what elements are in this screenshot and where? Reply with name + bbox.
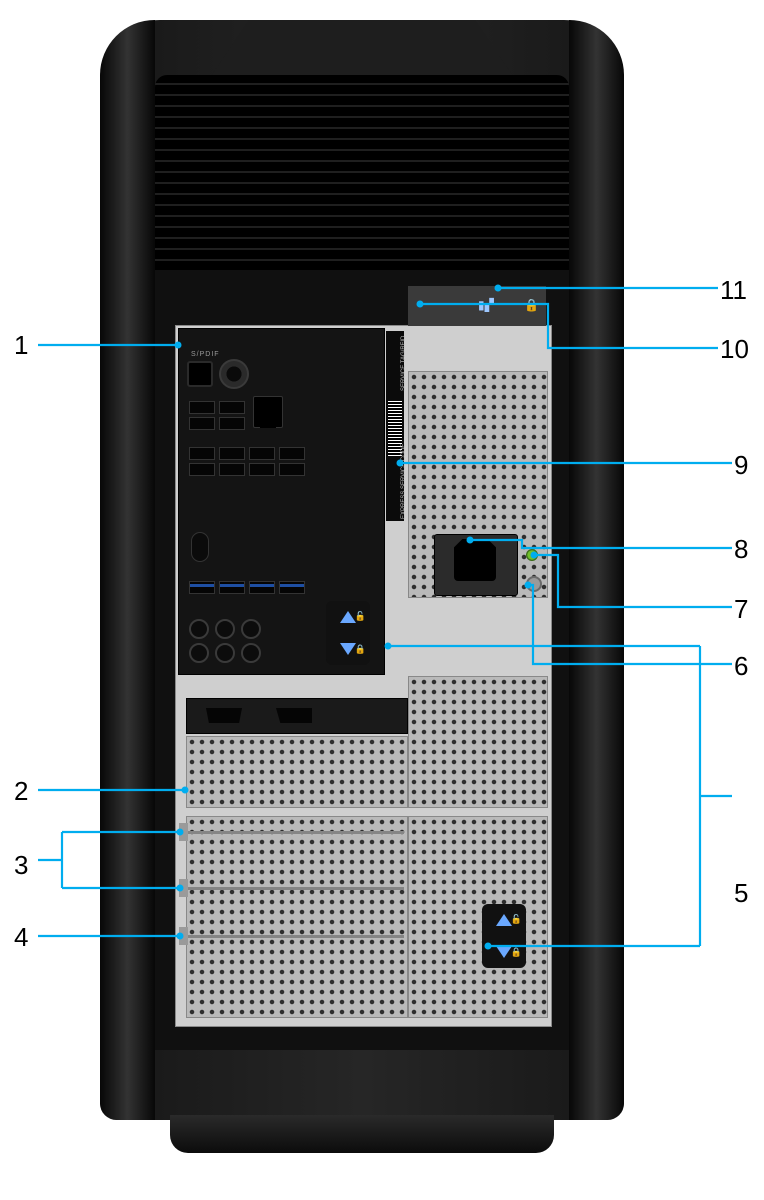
unlock-icon: 🔓	[355, 611, 366, 622]
service-tag-barcode	[388, 401, 402, 456]
psu-release-latch-upper: 🔓 🔒	[326, 601, 370, 665]
usb3-port	[189, 581, 215, 594]
spdif-label: S/PDIF	[191, 351, 220, 358]
optical-spdif-port	[187, 361, 213, 387]
usb2-port	[189, 447, 215, 460]
diagram-stage: ▮▞ 🔒 S/PDIF	[0, 0, 764, 1200]
panel-release-icon: ▮▞	[478, 298, 492, 312]
pci-area-vent	[186, 736, 408, 808]
usb3-port	[249, 581, 275, 594]
audio-jack	[215, 619, 235, 639]
callout-number-3: 3	[14, 850, 28, 881]
usb2-port	[219, 463, 245, 476]
usb2-port	[219, 417, 245, 430]
rear-vent	[408, 676, 548, 808]
callout-number-8: 8	[734, 534, 748, 565]
usb2-port	[219, 447, 245, 460]
usb2-port	[249, 463, 275, 476]
ethernet-port	[253, 396, 283, 428]
usb2-port	[219, 401, 245, 414]
callout-number-7: 7	[734, 594, 748, 625]
callout-number-5: 5	[734, 878, 748, 909]
usb2-port	[189, 417, 215, 430]
usb-c-port	[191, 532, 209, 562]
hdmi-port	[206, 708, 242, 723]
usb2-port	[189, 401, 215, 414]
usb2-port	[279, 463, 305, 476]
callout-number-2: 2	[14, 776, 28, 807]
service-tag-strip: SERVICE TAG/RFID EXPRESS SERVICE CODE	[386, 331, 404, 521]
lock-icon: 🔒	[511, 947, 522, 958]
callout-number-10: 10	[720, 334, 749, 365]
psu-release-latch-lower: 🔓 🔒	[482, 904, 526, 968]
callout-number-4: 4	[14, 922, 28, 953]
callout-number-1: 1	[14, 330, 28, 361]
coax-spdif-port	[219, 359, 249, 389]
side-panel-release-housing: ▮▞ 🔒	[408, 286, 546, 326]
audio-jack	[189, 619, 209, 639]
displayport	[276, 708, 312, 723]
chassis-side-right	[569, 20, 624, 1120]
audio-jack	[241, 619, 261, 639]
pci-slot-cover-4	[182, 935, 404, 938]
power-connector-c14	[454, 539, 496, 581]
callout-number-9: 9	[734, 450, 748, 481]
psu-diagnostic-led	[526, 549, 538, 561]
chassis-base	[170, 1115, 554, 1153]
audio-jack	[189, 643, 209, 663]
usb2-port	[279, 447, 305, 460]
usb3-port	[219, 581, 245, 594]
chassis-side-left	[100, 20, 155, 1120]
rear-vent-lower	[408, 816, 548, 1018]
callout-number-6: 6	[734, 651, 748, 682]
security-slot-icon: 🔒	[524, 298, 538, 312]
audio-jack	[215, 643, 235, 663]
express-code-text: EXPRESS SERVICE CODE	[401, 444, 407, 519]
device-photo: ▮▞ 🔒 S/PDIF	[100, 20, 624, 1150]
pci-slot-cover-3	[182, 887, 404, 890]
service-tag-text: SERVICE TAG/RFID	[401, 336, 407, 391]
usb2-port	[249, 447, 275, 460]
usb3-port	[279, 581, 305, 594]
lock-icon: 🔒	[355, 644, 366, 655]
pci-area-vent-lower	[186, 816, 408, 1018]
rear-plate: ▮▞ 🔒 S/PDIF	[175, 325, 552, 1027]
top-exhaust-grille	[155, 75, 569, 270]
pci-slot-cover-2	[182, 831, 404, 834]
unlock-icon: 🔓	[511, 914, 522, 925]
psu-bist-button	[526, 576, 542, 592]
audio-jack	[241, 643, 261, 663]
usb2-port	[189, 463, 215, 476]
callout-number-11: 11	[720, 275, 747, 306]
